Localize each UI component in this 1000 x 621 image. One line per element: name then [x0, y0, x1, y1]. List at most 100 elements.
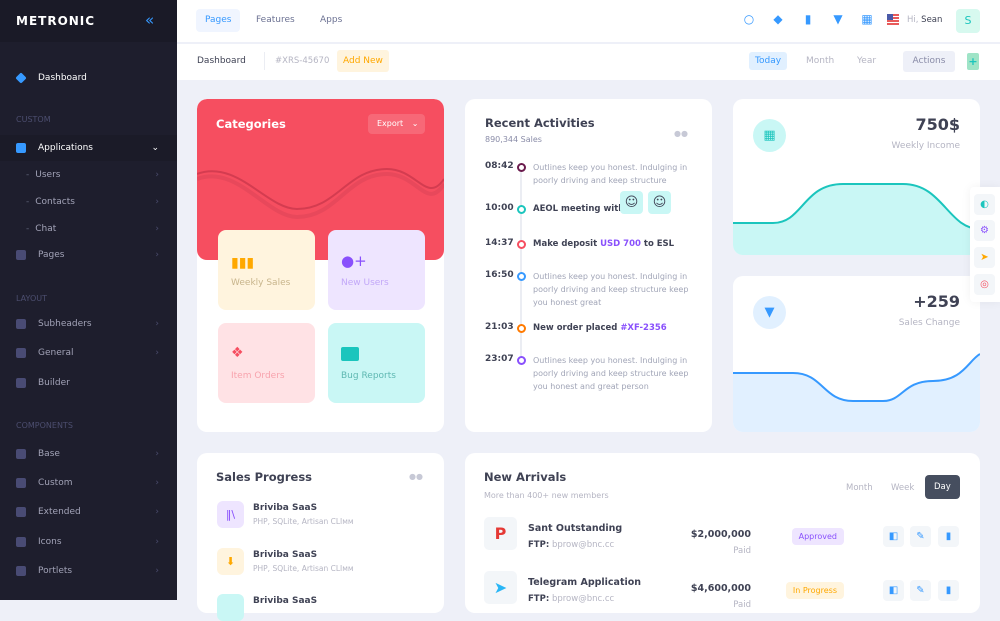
item-name[interactable]: Briviba SaaS	[253, 550, 318, 560]
add-file-button[interactable]: +	[967, 53, 979, 70]
trash-icon[interactable]: ▮	[938, 526, 959, 547]
sidebar-item-custom[interactable]: Custom ›	[0, 470, 177, 496]
diamonds-icon[interactable]: ◆	[773, 12, 783, 26]
sales-progress-card: Sales Progress ●● ‖\ Briviba SaaS PHP, S…	[197, 453, 444, 621]
activity-highlight: #XF-2356	[620, 323, 667, 333]
actions-button[interactable]: Actions	[903, 51, 955, 72]
item-name[interactable]: Briviba SaaS	[253, 596, 318, 606]
portlets-icon	[16, 566, 26, 576]
basket-icon[interactable]: ▼	[833, 12, 843, 26]
item-desc: PHP, SQLite, Artisan CLIмм	[253, 517, 354, 526]
search-icon[interactable]: ○	[743, 12, 755, 26]
toggle-week[interactable]: Week	[891, 483, 915, 493]
more-icon[interactable]: ●●	[674, 129, 688, 138]
sidebar-item-icons[interactable]: Icons ›	[0, 529, 177, 555]
sales-progress-title: Sales Progress	[216, 470, 313, 484]
chevron-down-icon: ⌄	[151, 143, 159, 153]
trash-icon[interactable]: ▮	[938, 580, 959, 601]
timeline-dot	[517, 163, 526, 172]
activity-text: Make deposit USD 700 to ESL	[533, 239, 675, 249]
subheaders-icon	[16, 319, 26, 329]
range-year[interactable]: Year	[857, 56, 877, 66]
record-code: #XRS-45670	[275, 56, 330, 66]
toggle-icon[interactable]: ◧	[883, 580, 904, 601]
tab-apps[interactable]: Apps	[320, 15, 343, 25]
chevron-right-icon: ›	[155, 224, 159, 234]
range-today[interactable]: Today	[749, 52, 788, 70]
row-name[interactable]: Telegram Application	[528, 577, 642, 588]
sidebar-item-pages[interactable]: Pages ›	[0, 242, 177, 268]
chart-icon[interactable]: ▮	[804, 12, 812, 26]
edit-icon[interactable]: ✎	[910, 580, 931, 601]
label: Users	[35, 170, 61, 180]
grid-icon[interactable]: ▦	[861, 12, 873, 26]
sidebar-item-builder[interactable]: Builder	[0, 370, 177, 396]
item-name[interactable]: Briviba SaaS	[253, 503, 318, 513]
sidebar-item-extended[interactable]: Extended ›	[0, 499, 177, 525]
sidebar-item-subheaders[interactable]: Subheaders ›	[0, 311, 177, 337]
arrivals-title: New Arrivals	[484, 470, 567, 484]
timeline-dot	[517, 324, 526, 333]
user-greeting[interactable]: Hi, Sean	[907, 15, 943, 25]
avatar-boy[interactable]: ☺	[620, 191, 643, 214]
section-custom: CUSTOM	[16, 115, 51, 124]
toggle-day[interactable]: Day	[925, 475, 960, 499]
pages-icon	[16, 250, 26, 260]
label: Icons	[38, 537, 62, 547]
item-desc: PHP, SQLite, Artisan CLIмм	[253, 564, 354, 573]
row-amount: $2,000,000	[690, 529, 751, 540]
brand-bar: METRONIC «	[0, 0, 177, 42]
drops-icon[interactable]: ◐	[974, 194, 995, 215]
tile-bug-reports[interactable]: Bug Reports	[328, 323, 425, 403]
tab-pages[interactable]: Pages	[196, 9, 241, 32]
logo: METRONIC	[16, 14, 96, 28]
tile-weekly-sales[interactable]: ▮▮▮ Weekly Sales	[218, 230, 315, 310]
avatar-girl[interactable]: ☺	[648, 191, 671, 214]
us-flag-icon[interactable]	[887, 14, 899, 25]
sidebar-item-applications[interactable]: Applications ⌄	[0, 135, 177, 161]
sidebar-item-chat[interactable]: - Chat ›	[26, 224, 159, 234]
collapse-sidebar-icon[interactable]: «	[145, 11, 155, 29]
export-dropdown[interactable]: Export ⌄	[368, 114, 425, 134]
tab-features[interactable]: Features	[256, 15, 295, 25]
sidebar-item-general[interactable]: General ›	[0, 340, 177, 366]
send-icon[interactable]: ➤	[974, 247, 995, 268]
add-new-button[interactable]: Add New	[337, 50, 389, 72]
section-components: COMPONENTS	[16, 421, 73, 430]
tile-item-orders[interactable]: ❖ Item Orders	[218, 323, 315, 403]
avatar[interactable]: S	[956, 9, 980, 33]
item-icon	[217, 594, 244, 621]
gear-icon[interactable]: ⚙	[974, 220, 995, 241]
toggle-icon[interactable]: ◧	[883, 526, 904, 547]
sidebar-item-contacts[interactable]: - Contacts ›	[26, 197, 159, 207]
toggle-month[interactable]: Month	[846, 483, 873, 493]
label: Dashboard	[38, 73, 87, 83]
label: Chat	[35, 224, 57, 234]
sales-change-sparkline	[733, 353, 980, 432]
folder-icon	[16, 478, 26, 488]
range-month[interactable]: Month	[806, 56, 835, 66]
tile-new-users[interactable]: ●+ New Users	[328, 230, 425, 310]
row-amount: $4,600,000	[690, 583, 751, 594]
stat-label: Weekly Income	[891, 141, 960, 151]
chat-icon[interactable]: ◎	[974, 274, 995, 295]
row-paid: Paid	[733, 600, 751, 610]
sidebar-item-dashboard[interactable]: Dashboard	[0, 65, 177, 91]
activities-title: Recent Activities	[485, 116, 595, 130]
edit-icon[interactable]: ✎	[910, 526, 931, 547]
chevron-right-icon: ›	[155, 319, 159, 329]
row-name[interactable]: Sant Outstanding	[528, 523, 623, 534]
label: Pages	[38, 250, 65, 260]
more-icon[interactable]: ●●	[409, 472, 423, 481]
activity-text: AEOL meeting with	[533, 204, 625, 214]
status-badge: In Progress	[785, 582, 844, 599]
mail-icon	[341, 347, 359, 361]
timeline-dot	[517, 205, 526, 214]
grid-icon: ▦	[753, 119, 786, 152]
export-label: Export	[377, 119, 404, 128]
label: Custom	[38, 478, 73, 488]
sidebar-item-users[interactable]: - Users ›	[26, 170, 159, 180]
row-paid: Paid	[733, 546, 751, 556]
sidebar-item-base[interactable]: Base ›	[0, 441, 177, 467]
sidebar-item-portlets[interactable]: Portlets ›	[0, 558, 177, 584]
